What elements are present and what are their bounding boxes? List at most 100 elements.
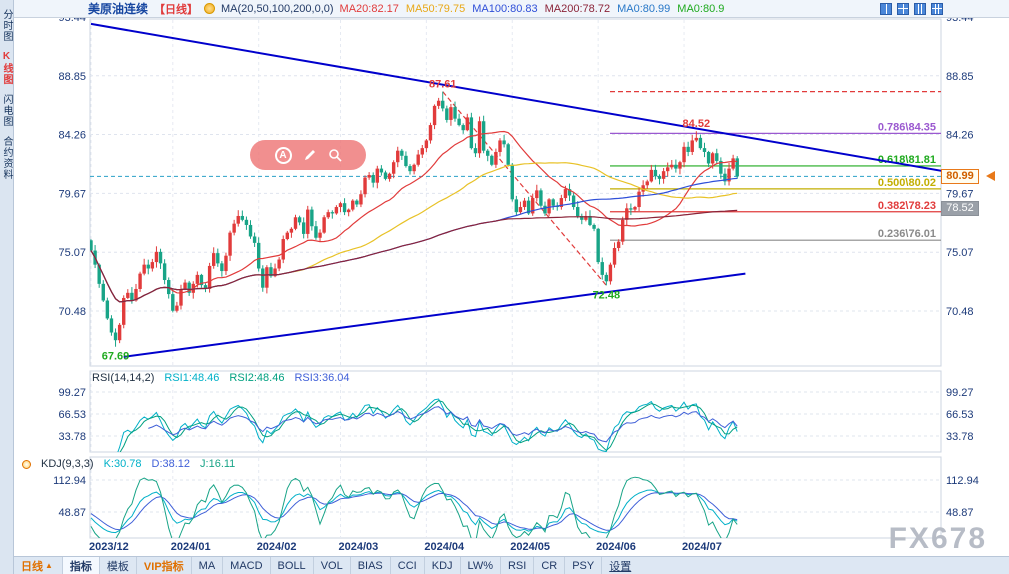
candlestick-series <box>90 91 739 347</box>
svg-text:48.87: 48.87 <box>946 507 974 519</box>
svg-text:2024/01: 2024/01 <box>171 541 211 553</box>
layout-split-2-icon[interactable] <box>880 2 892 15</box>
price-arrow-icon <box>986 171 995 181</box>
toolbar-item-ma[interactable]: MA <box>190 557 223 574</box>
svg-text:2023/12: 2023/12 <box>89 541 129 553</box>
svg-text:2024/07: 2024/07 <box>682 541 722 553</box>
info-icon[interactable] <box>204 3 216 14</box>
kdj-indicator-row: KDJ(9,3,3) K:30.78 D:38.12 J:16.11 <box>22 458 235 470</box>
layout-icons <box>880 2 1009 15</box>
pencil-icon[interactable] <box>303 148 317 162</box>
toolbar-item-vip-indicators[interactable]: VIP指标 <box>135 557 191 574</box>
ma-value-0: MA20:82.17 <box>339 2 399 15</box>
svg-text:72.48: 72.48 <box>593 289 621 301</box>
ma-value-4: MA0:80.99 <box>617 2 671 15</box>
svg-text:2024/03: 2024/03 <box>338 541 378 553</box>
kdj-lines <box>90 476 738 538</box>
svg-text:0.236\76.01: 0.236\76.01 <box>878 228 936 240</box>
toolbar-item-lw[interactable]: LW% <box>459 557 500 574</box>
bottom-toolbar: 日线 ▲ 指标 模板 VIP指标 MA MACD BOLL VOL BIAS CCI KDJ LW%… <box>14 556 1009 574</box>
svg-text:79.67: 79.67 <box>58 188 86 200</box>
toolbar-item-vol[interactable]: VOL <box>312 557 350 574</box>
site-watermark: FX678 <box>888 522 987 555</box>
svg-text:70.48: 70.48 <box>58 306 86 318</box>
toolbar-item-templates[interactable]: 模板 <box>98 557 136 574</box>
chart-header: 美原油连续 【日线】 MA(20,50,100,200,0,0) MA20:82… <box>14 0 1009 18</box>
gridlines <box>90 16 941 538</box>
svg-text:84.26: 84.26 <box>946 130 974 142</box>
toolbar-item-bias[interactable]: BIAS <box>349 557 390 574</box>
indicator-badge-icon[interactable] <box>22 459 31 469</box>
toolbar-item-macd[interactable]: MACD <box>222 557 269 574</box>
chevron-up-icon: ▲ <box>45 561 53 570</box>
swing-markers: 87.61 84.52 72.48 67.69 <box>102 79 710 363</box>
kdj-value-2: J:16.11 <box>200 458 236 470</box>
toolbar-item-psy[interactable]: PSY <box>564 557 601 574</box>
layout-grid-6-icon[interactable] <box>931 2 943 15</box>
sidebar-tab-lightning-chart[interactable]: 闪电图 <box>1 94 12 127</box>
svg-text:79.67: 79.67 <box>946 188 974 200</box>
ma-lines <box>90 130 738 303</box>
toolbar-item-cr[interactable]: CR <box>533 557 564 574</box>
svg-text:84.52: 84.52 <box>683 118 711 130</box>
svg-text:2024/04: 2024/04 <box>424 541 465 553</box>
svg-text:0.500\80.02: 0.500\80.02 <box>878 177 936 189</box>
toolbar-item-cci[interactable]: CCI <box>389 557 424 574</box>
svg-text:84.26: 84.26 <box>58 130 86 142</box>
period-label: 日线 <box>21 560 43 573</box>
svg-text:88.85: 88.85 <box>58 71 86 83</box>
ma-value-1: MA50:79.75 <box>405 2 466 15</box>
kdj-param: KDJ(9,3,3) <box>41 458 94 470</box>
svg-text:66.53: 66.53 <box>946 409 974 421</box>
toolbar-item-rsi[interactable]: RSI <box>499 557 533 574</box>
trendlines <box>90 22 941 358</box>
svg-text:2024/05: 2024/05 <box>510 541 550 553</box>
ma-value-3: MA200:78.72 <box>544 2 611 15</box>
layout-grid-4-icon[interactable] <box>897 2 909 15</box>
ma-value-5: MA0:80.9 <box>677 2 725 15</box>
ma-param-label: MA(20,50,100,200,0,0) <box>221 2 334 15</box>
rsi-indicator-row: RSI(14,14,2) RSI1:48.46 RSI2:48.46 RSI3:36… <box>92 372 350 384</box>
svg-text:33.78: 33.78 <box>58 431 86 443</box>
rsi-value-2: RSI3:36.04 <box>294 372 350 384</box>
kdj-value-0: K:30.78 <box>103 458 142 470</box>
toolbar-item-kdj[interactable]: KDJ <box>423 557 460 574</box>
search-icon[interactable] <box>328 148 342 162</box>
svg-text:88.85: 88.85 <box>946 71 974 83</box>
settlement-price-badge: 78.52 <box>941 201 979 216</box>
ma-value-2: MA100:80.83 <box>472 2 538 15</box>
watermark-pill: A <box>250 140 366 170</box>
toolbar-item-boll[interactable]: BOLL <box>269 557 313 574</box>
svg-text:75.07: 75.07 <box>946 247 974 259</box>
svg-text:99.27: 99.27 <box>58 387 86 399</box>
svg-text:2024/06: 2024/06 <box>596 541 636 553</box>
ai-icon[interactable]: A <box>274 146 292 164</box>
period-selector[interactable]: 日线 ▲ <box>14 557 62 574</box>
svg-text:75.07: 75.07 <box>58 247 86 259</box>
svg-text:33.78: 33.78 <box>946 431 974 443</box>
toolbar-item-settings[interactable]: 设置 <box>601 557 638 574</box>
svg-text:99.27: 99.27 <box>946 387 974 399</box>
rsi-lines <box>117 398 738 452</box>
rsi-param: RSI(14,14,2) <box>92 372 155 384</box>
toolbar-item-indicators[interactable]: 指标 <box>61 557 99 574</box>
svg-text:112.94: 112.94 <box>946 475 979 487</box>
svg-text:70.48: 70.48 <box>946 306 974 318</box>
period-tag: 【日线】 <box>154 3 199 16</box>
fib-levels: 0.786\84.350.618\81.810.500\80.020.382\7… <box>610 91 941 241</box>
ma-values: MA20:82.17 MA50:79.75 MA100:80.83 MA200:78.… <box>340 3 732 15</box>
last-price-badge: 80.99 <box>941 169 979 184</box>
sidebar: 分时图 K线图 闪电图 合约资料 <box>0 0 14 574</box>
sidebar-tab-time-chart[interactable]: 分时图 <box>1 9 12 42</box>
svg-text:48.87: 48.87 <box>58 507 86 519</box>
svg-text:66.53: 66.53 <box>58 409 86 421</box>
symbol-title: 美原油连续 <box>88 2 149 16</box>
sidebar-tab-contract-info[interactable]: 合约资料 <box>1 136 12 180</box>
svg-text:0.382\78.23: 0.382\78.23 <box>878 200 936 212</box>
layout-split-3-icon[interactable] <box>914 2 926 15</box>
toolbar-items: 指标 模板 VIP指标 MA MACD BOLL VOL BIAS CCI KDJ LW% RSI CR… <box>61 557 638 574</box>
sidebar-tab-kline-chart[interactable]: K线图 <box>1 51 12 85</box>
